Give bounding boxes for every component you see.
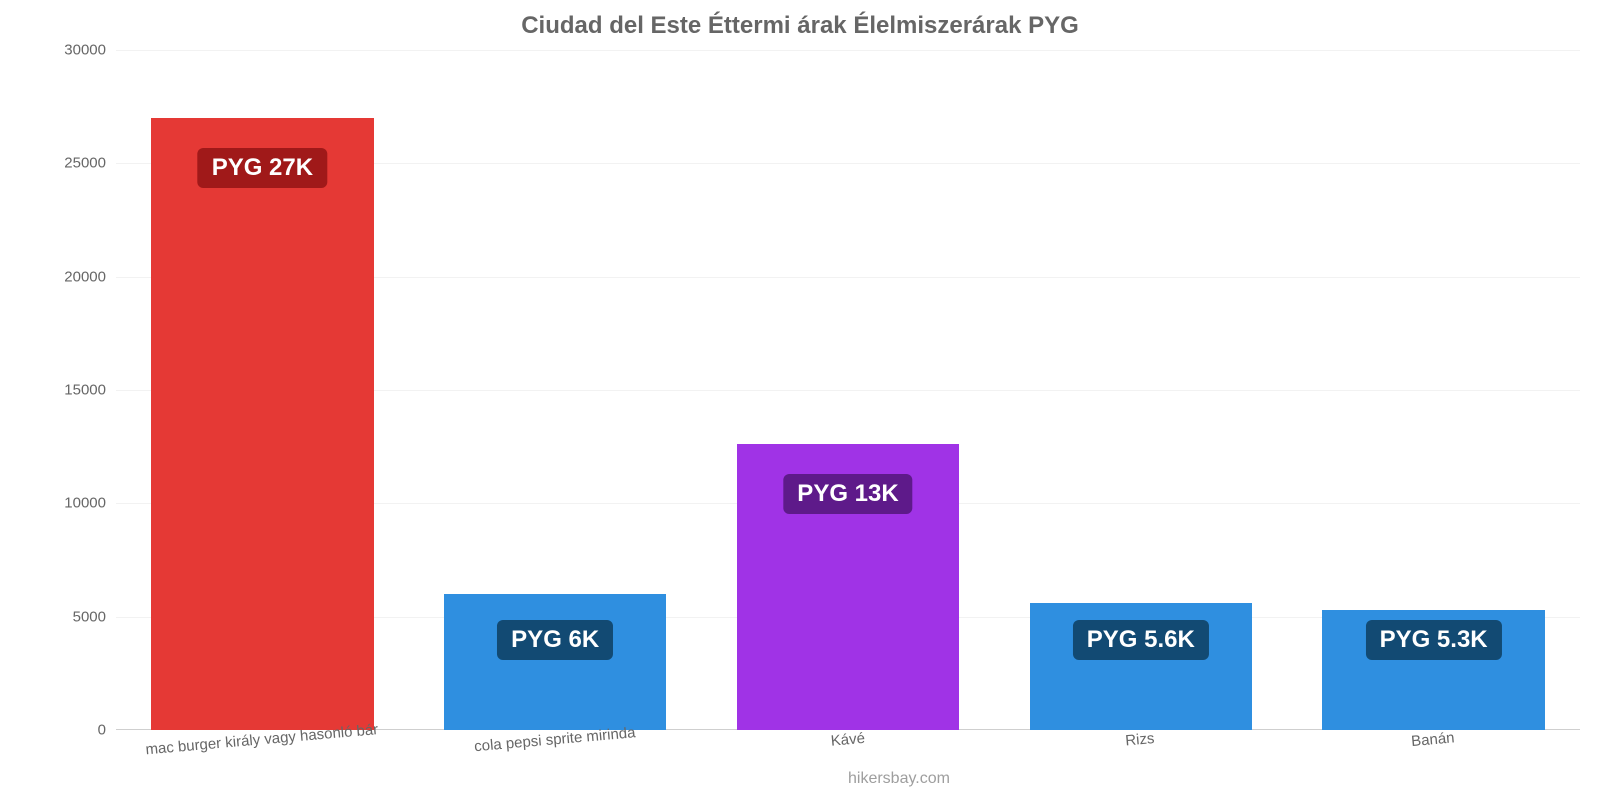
y-tick-label: 5000 bbox=[46, 608, 106, 625]
y-tick-label: 15000 bbox=[46, 382, 106, 399]
value-badge: PYG 13K bbox=[783, 474, 912, 514]
plot-area: 050001000015000200002500030000mac burger… bbox=[116, 50, 1580, 730]
gridline bbox=[116, 50, 1580, 51]
attribution-text: hikersbay.com bbox=[848, 770, 950, 788]
y-tick-label: 30000 bbox=[46, 42, 106, 59]
value-badge: PYG 5.6K bbox=[1073, 620, 1209, 660]
value-badge: PYG 5.3K bbox=[1366, 620, 1502, 660]
y-tick-label: 10000 bbox=[46, 495, 106, 512]
bar bbox=[444, 594, 667, 730]
y-tick-label: 25000 bbox=[46, 155, 106, 172]
y-tick-label: 0 bbox=[46, 722, 106, 739]
value-badge: PYG 27K bbox=[198, 148, 327, 188]
chart-title: Ciudad del Este Éttermi árak Élelmiszerá… bbox=[0, 12, 1600, 40]
bar bbox=[151, 118, 374, 730]
value-badge: PYG 6K bbox=[497, 620, 613, 660]
y-tick-label: 20000 bbox=[46, 268, 106, 285]
